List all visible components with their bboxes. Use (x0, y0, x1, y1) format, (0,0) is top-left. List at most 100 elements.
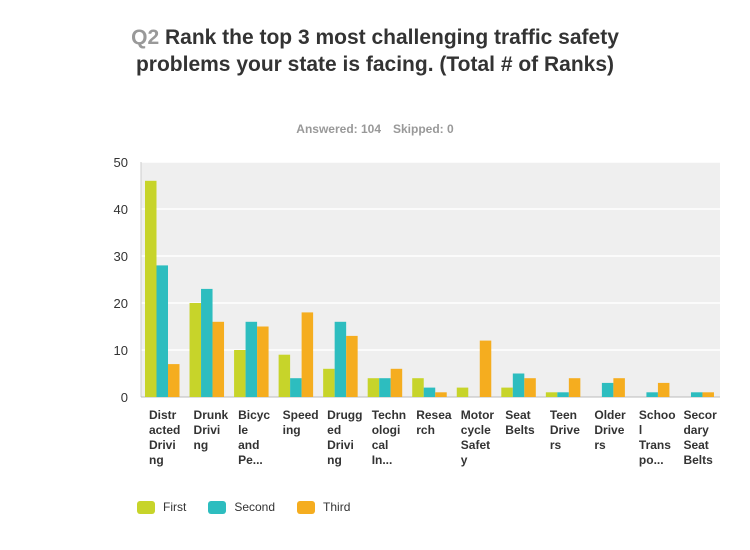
x-tick-label-line: Drivi (327, 438, 354, 452)
bar-second (379, 378, 391, 397)
x-tick-label-line: Secor (683, 408, 717, 422)
x-tick-label-line: Trans (638, 438, 671, 452)
bar-third (479, 340, 492, 397)
bar-first (545, 392, 558, 397)
bar-first (367, 378, 380, 397)
x-tick-label-line: le (238, 423, 249, 437)
legend-swatch (137, 500, 155, 514)
bar-third (168, 364, 180, 397)
bar-third (257, 326, 269, 397)
x-tick-label: Drugg ed Drivi ng (327, 408, 371, 468)
bar-second (646, 392, 658, 397)
x-tick-label-line: rs (594, 438, 606, 452)
x-tick-label-line: l (638, 423, 643, 437)
skipped-count: Skipped: 0 (393, 122, 454, 136)
x-tick-label-line: Drunk (193, 408, 229, 422)
bar-third (390, 368, 403, 397)
bar-second (290, 378, 302, 397)
x-tick-label-line: ologi (371, 423, 401, 437)
x-tick-label: Techn ologi cal In... (372, 408, 416, 468)
x-tick-label-line: Seat (683, 438, 709, 452)
question-text: Rank the top 3 most challenging traffic … (135, 26, 619, 76)
bar-second (557, 392, 569, 397)
bar-third (346, 335, 358, 397)
x-tick-label: Secor dary Seat Belts (683, 408, 727, 468)
x-tick-label-line: ed (327, 423, 342, 437)
bar-first (323, 368, 335, 397)
legend-item-second: Second (208, 500, 275, 514)
x-tick-label-line: Drive (594, 423, 625, 437)
x-tick-label-line: Motor (460, 408, 495, 422)
bar-third (657, 382, 670, 397)
x-tick-label: Speed ing (283, 408, 327, 438)
x-tick-label-line: Belts (683, 453, 713, 467)
chart-title: Q2 Rank the top 3 most challenging traff… (100, 24, 650, 78)
bar-second (245, 321, 258, 397)
x-tick-label-line: cycle (460, 423, 491, 437)
x-tick-label-line: Teen (549, 408, 577, 422)
bar-second (201, 288, 213, 397)
plot-background (141, 162, 720, 397)
x-tick-label-line: rch (416, 423, 435, 437)
bar-first (501, 387, 513, 397)
legend-item-third: Third (297, 500, 350, 514)
x-tick-label-line: Schoo (638, 408, 676, 422)
x-tick-label-line: rs (549, 438, 562, 452)
x-tick-label-line: In... (371, 453, 393, 467)
x-tick-label: Drunk Drivi ng (194, 408, 238, 453)
bar-second (156, 265, 168, 397)
x-tick-label: Motor cycle Safet y (461, 408, 505, 468)
x-tick-label-line: Speed (282, 408, 319, 422)
bar-first (456, 387, 469, 397)
x-tick-label-line: Safet (460, 438, 491, 452)
x-tick-label: Resea rch (416, 408, 460, 438)
x-tick-label: Bicyc le and Pe... (238, 408, 282, 468)
bar-second (512, 373, 525, 397)
y-tick-label: 30 (114, 249, 128, 264)
bar-third (524, 378, 536, 397)
question-number: Q2 (131, 26, 160, 49)
x-tick-label-line: Drive (549, 423, 580, 437)
y-tick-label: 0 (121, 390, 128, 405)
x-tick-label-line: Pe... (238, 453, 263, 467)
x-tick-label: Teen Drive rs (550, 408, 594, 453)
x-tick-label-line: ng (193, 438, 209, 452)
bar-second (423, 387, 436, 397)
x-tick-label-line: Older (594, 408, 626, 422)
x-tick-label-line: Drugg (327, 408, 363, 422)
bar-first (189, 303, 202, 397)
x-tick-label: Schoo l Trans po... (639, 408, 683, 468)
bar-second (334, 321, 347, 397)
bar-third (435, 392, 447, 397)
x-tick-label-line: Resea (416, 408, 452, 422)
legend-label: First (163, 500, 187, 514)
legend-label: Second (234, 500, 276, 514)
x-tick-label-line: ing (282, 423, 301, 437)
x-tick-label-line: Bicyc (238, 408, 271, 422)
bar-first (234, 350, 246, 397)
bar-second (601, 382, 614, 397)
y-tick-label: 40 (114, 202, 128, 217)
legend-swatch (297, 500, 316, 514)
y-tick-label: 10 (114, 343, 128, 358)
x-tick-label-line: Seat (505, 408, 531, 422)
x-tick-label: Seat Belts (505, 408, 549, 438)
x-tick-label-line: ng (327, 453, 342, 467)
y-tick-label: 50 (114, 155, 128, 170)
legend-item-first: First (137, 500, 186, 514)
y-tick-label: 20 (114, 296, 128, 311)
x-tick-label-line: and (238, 438, 260, 452)
x-tick-label-line: cal (371, 438, 389, 452)
bar-third (702, 392, 714, 397)
x-tick-label-line: Techn (371, 408, 407, 422)
x-tick-label: Distr acted Drivi ng (149, 408, 193, 468)
x-tick-label-line: Drivi (193, 423, 221, 437)
response-stats: Answered: 104 Skipped: 0 (0, 122, 750, 136)
bar-third (568, 378, 581, 397)
legend: First Second Third (137, 500, 350, 514)
bar-second (690, 392, 703, 397)
x-tick-label-line: y (460, 453, 468, 467)
x-tick-label-line: ng (149, 453, 164, 467)
legend-swatch (208, 500, 227, 514)
